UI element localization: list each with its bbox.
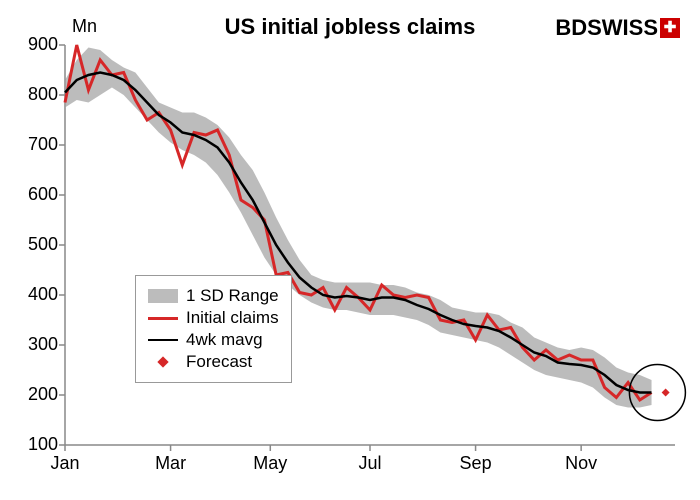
chart-container: Mn US initial jobless claims BDSWISS ✚ 1… — [0, 0, 700, 500]
legend: 1 SD RangeInitial claims4wk mavgForecast — [135, 275, 292, 383]
legend-swatch — [148, 317, 178, 320]
y-tick-label: 400 — [10, 284, 58, 305]
legend-item: 4wk mavg — [148, 330, 279, 350]
legend-swatch — [148, 339, 178, 342]
x-tick-label: Mar — [146, 453, 196, 474]
y-tick-label: 500 — [10, 234, 58, 255]
y-tick-label: 900 — [10, 34, 58, 55]
y-tick-label: 100 — [10, 434, 58, 455]
legend-label: 1 SD Range — [186, 286, 279, 306]
chart-svg — [0, 0, 700, 500]
x-tick-label: Sep — [451, 453, 501, 474]
y-tick-label: 700 — [10, 134, 58, 155]
legend-item: Forecast — [148, 352, 279, 372]
legend-item: 1 SD Range — [148, 286, 279, 306]
y-tick-label: 300 — [10, 334, 58, 355]
legend-label: Initial claims — [186, 308, 279, 328]
x-tick-label: Jul — [345, 453, 395, 474]
y-tick-label: 600 — [10, 184, 58, 205]
legend-label: 4wk mavg — [186, 330, 263, 350]
legend-swatch — [148, 289, 178, 303]
legend-item: Initial claims — [148, 308, 279, 328]
legend-swatch — [148, 358, 178, 366]
y-tick-label: 200 — [10, 384, 58, 405]
x-tick-label: May — [245, 453, 295, 474]
x-tick-label: Jan — [40, 453, 90, 474]
legend-label: Forecast — [186, 352, 252, 372]
y-tick-label: 800 — [10, 84, 58, 105]
x-tick-label: Nov — [556, 453, 606, 474]
